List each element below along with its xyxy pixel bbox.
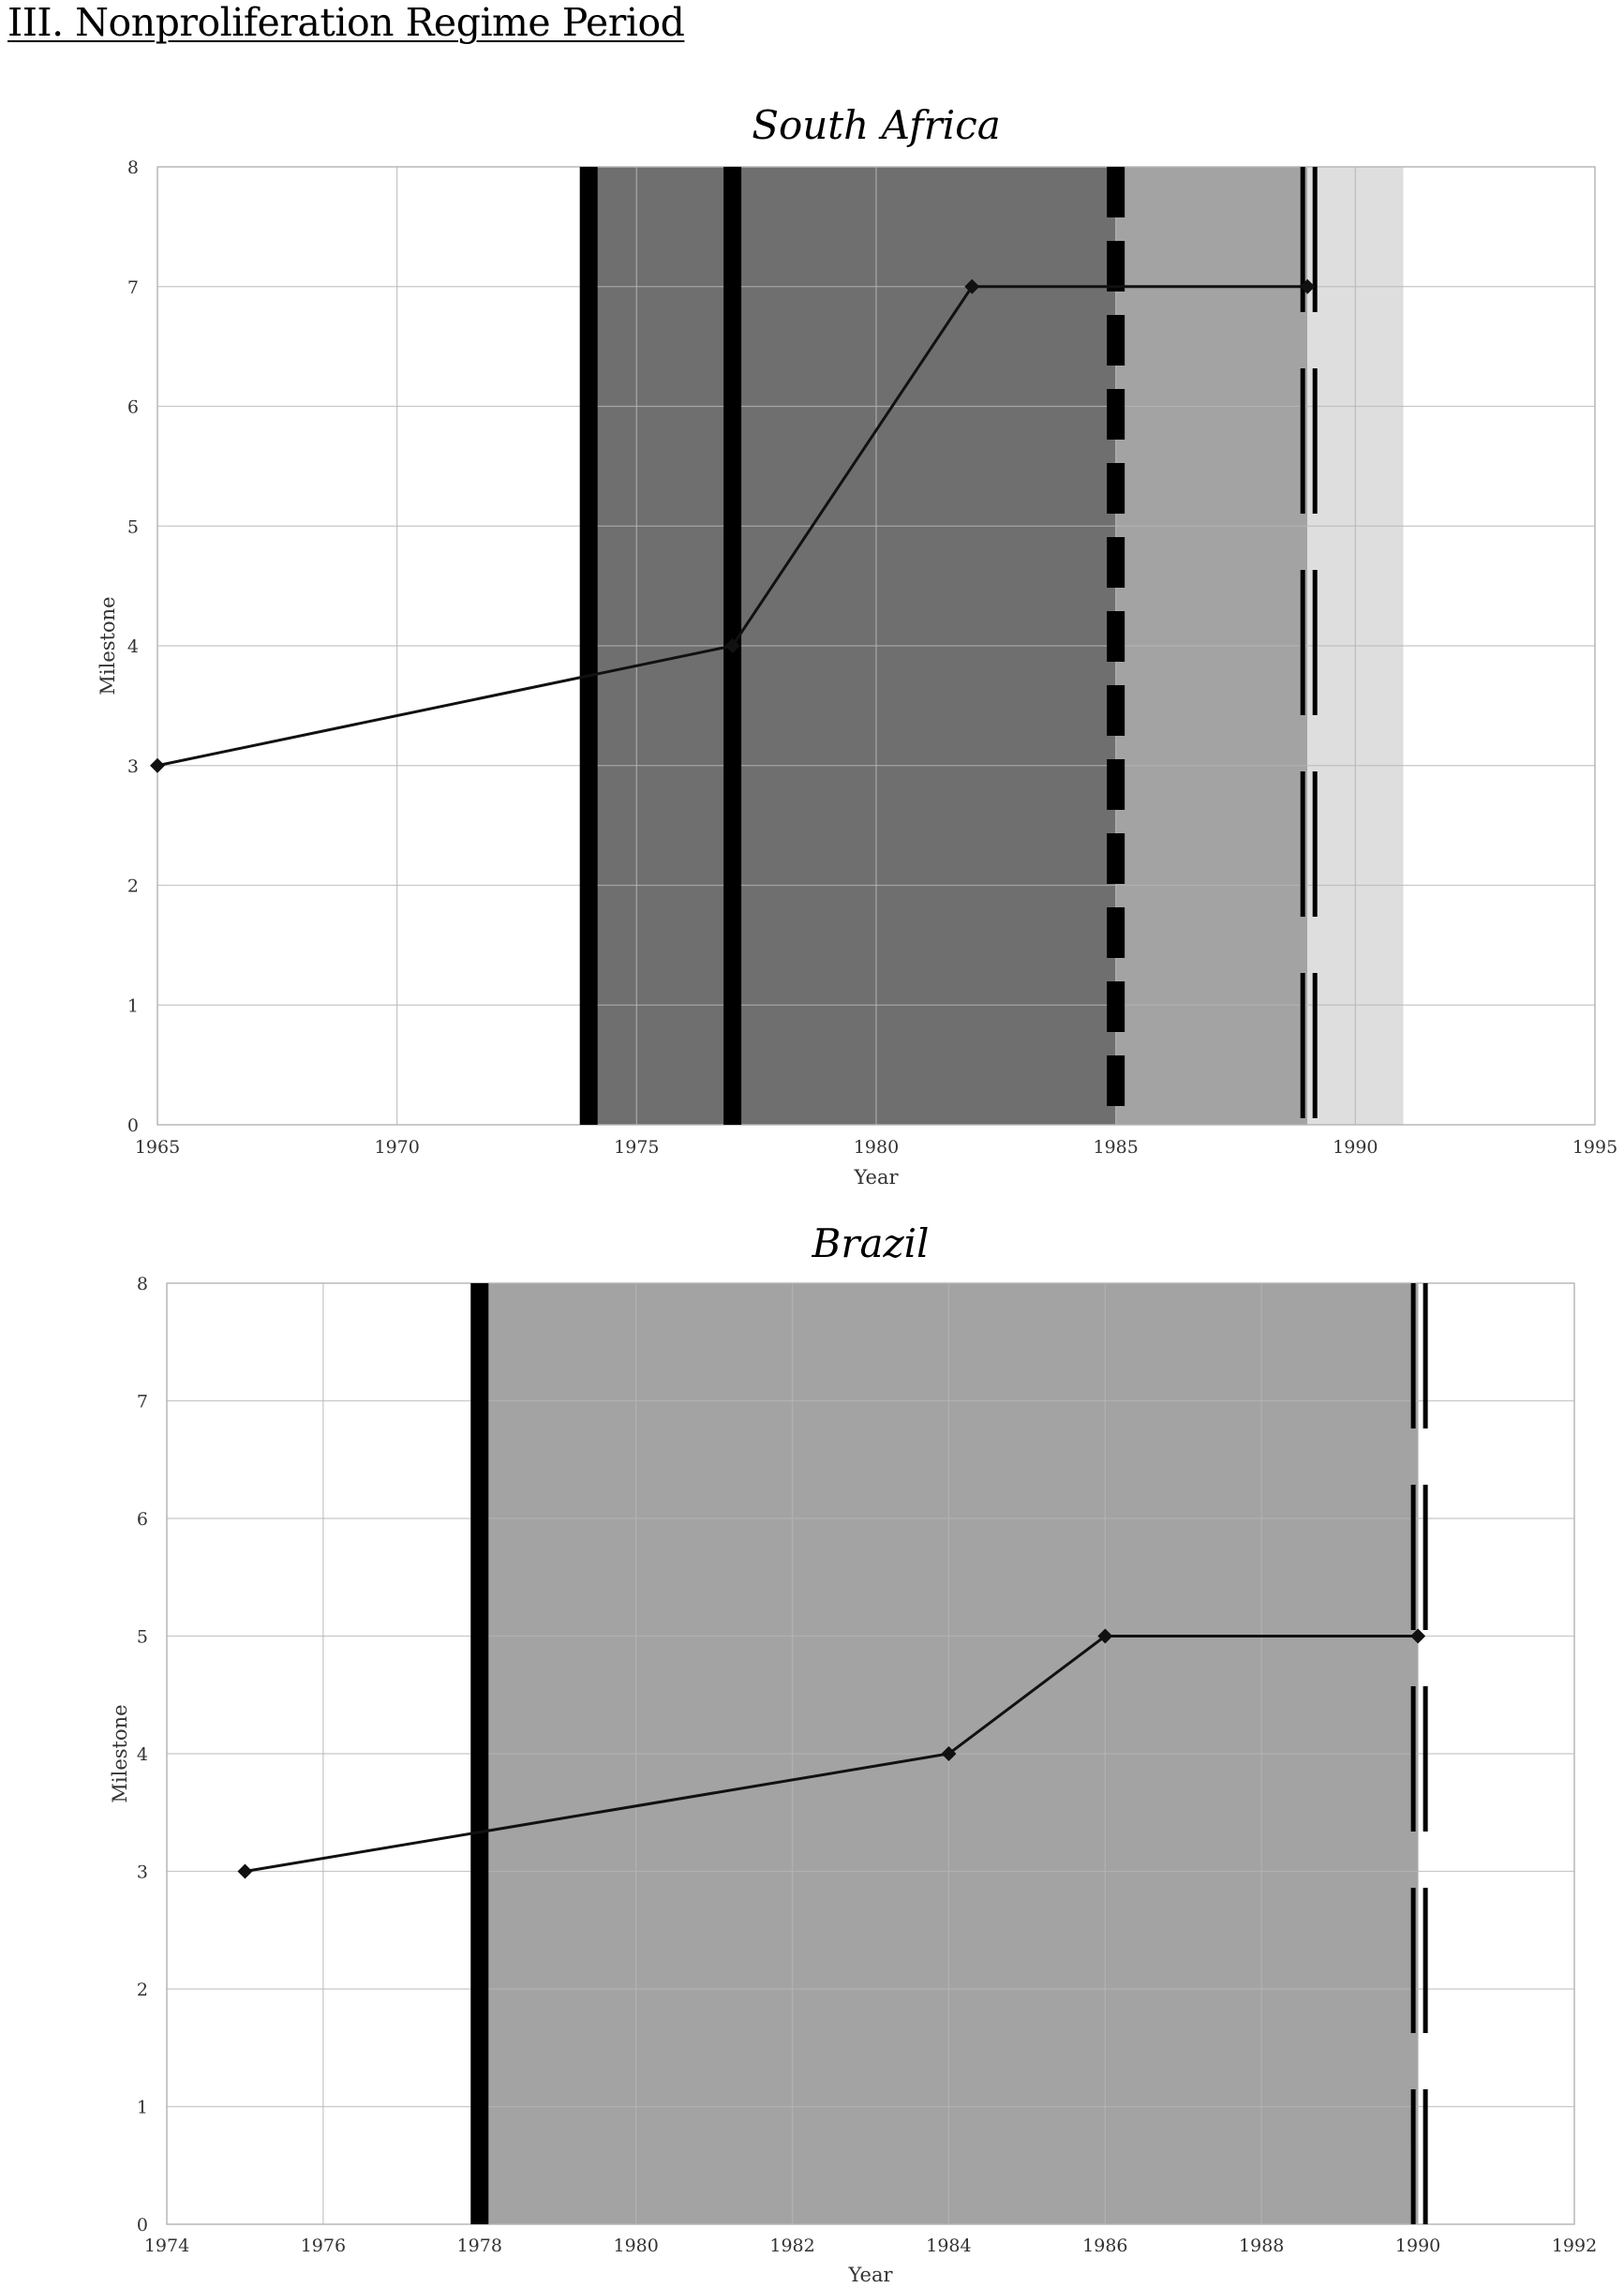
series-line bbox=[156, 285, 1308, 768]
x-tick-label: 1984 bbox=[926, 2236, 971, 2256]
y-tick-label: 3 bbox=[137, 1862, 148, 1883]
x-tick-label: 1980 bbox=[613, 2236, 658, 2256]
y-tick-label: 1 bbox=[137, 2098, 148, 2118]
data-point-marker bbox=[150, 757, 165, 773]
south-africa-chart: South Africa 1965 1970 1975 1980 1985 1990 1995… bbox=[97, 102, 1617, 1189]
x-tick-label: 1986 bbox=[1082, 2236, 1127, 2256]
data-point-marker bbox=[941, 1746, 957, 1761]
y-tick-label: 4 bbox=[137, 1744, 148, 1765]
x-tick-label: 1975 bbox=[614, 1137, 659, 1158]
brazil-chart: Brazil 1974 1976 1978 1980 1982 1984 1986 1988 19… bbox=[109, 1220, 1597, 2286]
y-axis-label: Milestone bbox=[97, 596, 119, 695]
plot-frame bbox=[166, 1282, 1575, 2225]
y-tick-label: 8 bbox=[127, 157, 139, 178]
y-tick-label: 4 bbox=[127, 636, 139, 657]
y-tick-label: 2 bbox=[127, 876, 139, 897]
y-tick-label: 6 bbox=[127, 397, 139, 418]
data-point-marker bbox=[964, 278, 980, 294]
plot-frame bbox=[156, 166, 1596, 1126]
y-tick-label: 5 bbox=[127, 516, 139, 537]
data-point-marker bbox=[237, 1863, 253, 1879]
x-tick-label: 1990 bbox=[1395, 2236, 1440, 2256]
data-point-marker bbox=[724, 638, 740, 653]
chart-title: Brazil bbox=[812, 1220, 930, 1266]
y-tick-label: 0 bbox=[127, 1115, 139, 1136]
data-point-marker bbox=[1300, 278, 1316, 294]
y-tick-label: 6 bbox=[137, 1509, 148, 1530]
chart-title: South Africa bbox=[752, 102, 1001, 148]
x-tick-label: 1980 bbox=[854, 1137, 899, 1158]
x-tick-label: 1990 bbox=[1333, 1137, 1378, 1158]
data-point-marker bbox=[1410, 1628, 1426, 1644]
data-point-marker bbox=[1097, 1628, 1113, 1644]
y-tick-label: 0 bbox=[137, 2215, 148, 2236]
x-tick-label: 1982 bbox=[769, 2236, 814, 2256]
x-tick-label: 1970 bbox=[374, 1137, 419, 1158]
x-tick-label: 1988 bbox=[1239, 2236, 1284, 2256]
x-axis-label: Year bbox=[853, 1166, 899, 1189]
x-tick-label: 1995 bbox=[1572, 1137, 1617, 1158]
x-tick-label: 1985 bbox=[1093, 1137, 1138, 1158]
series-line bbox=[245, 1635, 1419, 1873]
y-tick-label: 2 bbox=[137, 1980, 148, 2000]
page-heading: III. Nonproliferation Regime Period bbox=[7, 0, 685, 45]
x-tick-label: 1976 bbox=[301, 2236, 346, 2256]
x-tick-label: 1965 bbox=[135, 1137, 180, 1158]
y-tick-label: 8 bbox=[137, 1274, 148, 1294]
x-tick-label: 1978 bbox=[457, 2236, 502, 2256]
y-tick-label: 7 bbox=[127, 277, 139, 298]
x-tick-label: 1974 bbox=[144, 2236, 189, 2256]
y-axis-label: Milestone bbox=[109, 1704, 131, 1802]
y-tick-label: 5 bbox=[137, 1627, 148, 1648]
x-tick-label: 1992 bbox=[1552, 2236, 1597, 2256]
y-tick-label: 3 bbox=[127, 756, 139, 777]
x-axis-label: Year bbox=[847, 2264, 893, 2286]
y-tick-label: 7 bbox=[137, 1392, 148, 1413]
y-tick-label: 1 bbox=[127, 995, 139, 1016]
